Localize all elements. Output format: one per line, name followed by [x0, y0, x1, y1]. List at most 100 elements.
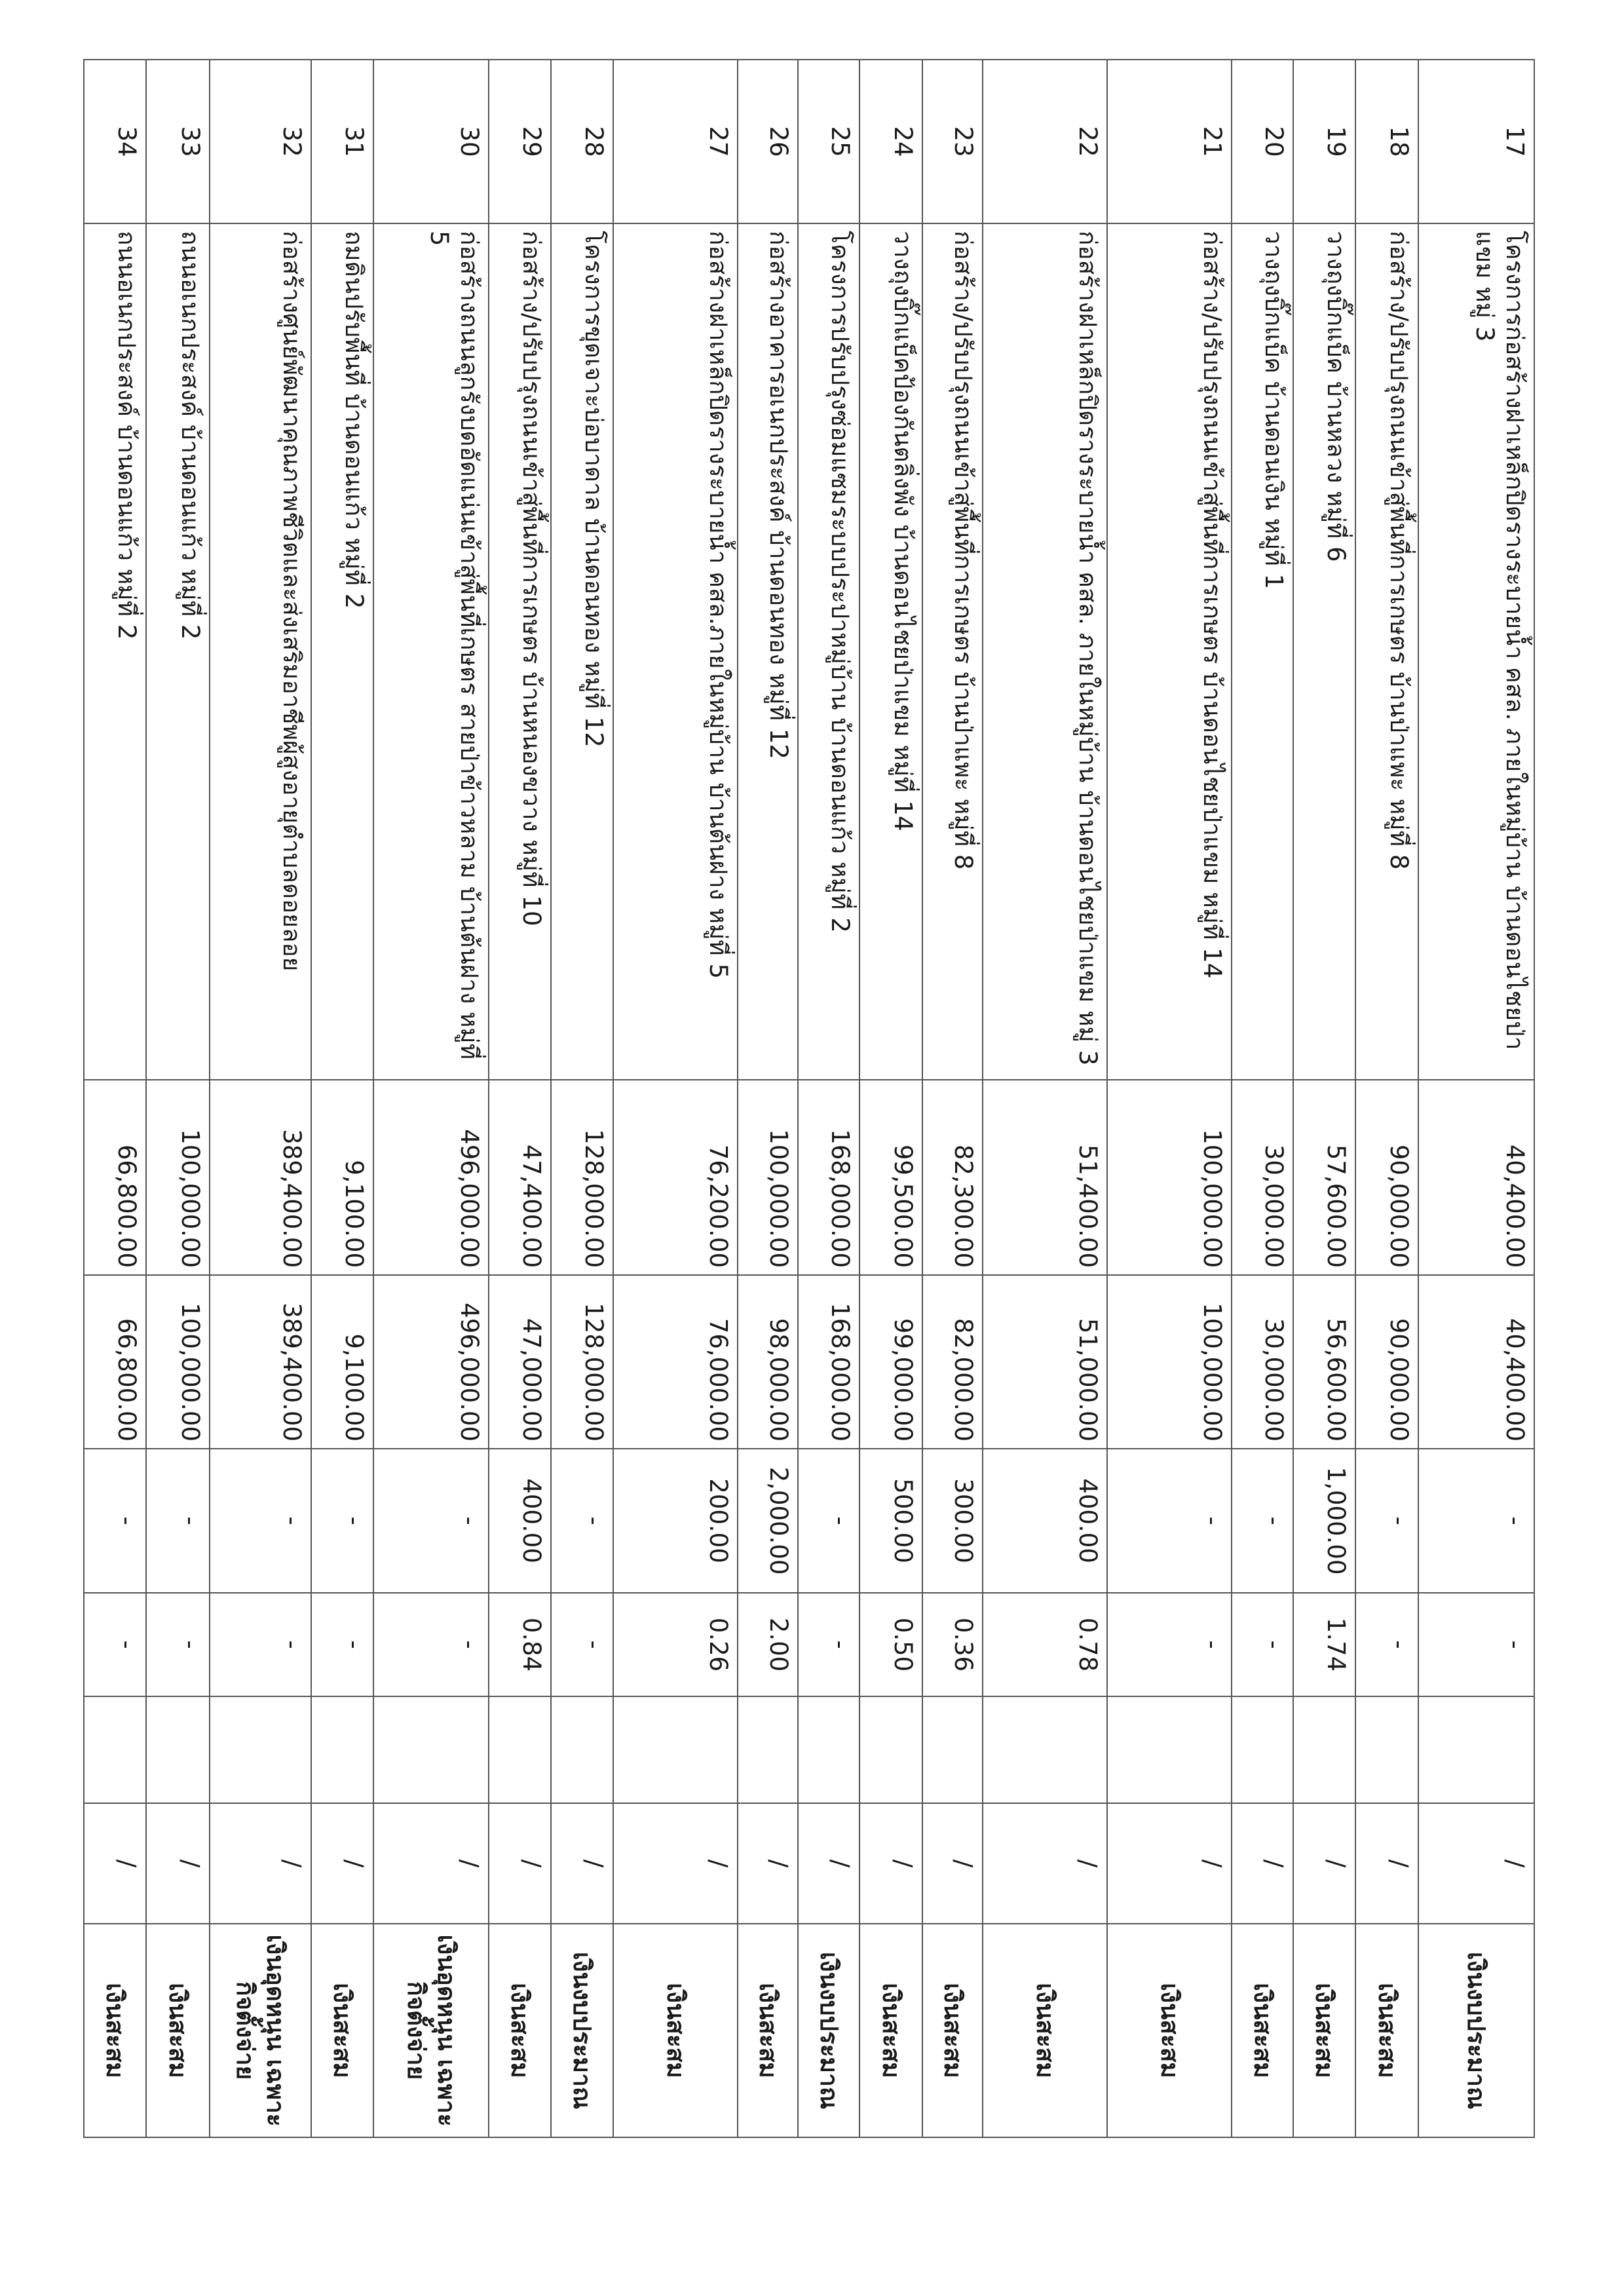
savings-percent: -: [551, 1593, 613, 1696]
table-row: 33 ถนนอเนกประสงค์ บ้านดอนแก้ว หมู่ที่ 2 10…: [146, 60, 210, 2137]
contract-amount: 99,000.00: [859, 1275, 922, 1449]
funding-source: เงินสะสม: [1293, 1924, 1355, 2137]
project-name: ถมดินปรับพื้นที่ บ้านดอนแก้ว หมู่ที่ 2: [311, 223, 373, 1080]
project-name: ก่อสร้าง/ปรับปรุงถนนเข้าสู่พื้นที่การเกษ…: [1107, 223, 1232, 1080]
table-row: 17 โครงการก่อสร้างฝาเหล็กปิดรางระบายน้ำ ค…: [1418, 60, 1534, 2137]
contract-amount: 56,600.00: [1293, 1275, 1355, 1449]
check-mark: /: [738, 1803, 798, 1924]
row-number: 22: [983, 60, 1107, 223]
project-table: 17 โครงการก่อสร้างฝาเหล็กปิดรางระบายน้ำ ค…: [83, 59, 1535, 2138]
check-mark: /: [489, 1803, 551, 1924]
funding-source: เงินสะสม: [613, 1924, 738, 2137]
row-number: 33: [146, 60, 210, 223]
funding-source: เงินสะสม: [1107, 1924, 1232, 2137]
table-row: 20 วางถุงบิ๊กแบ็ค บ้านดอนเงิน หมู่ที่ 1 30…: [1232, 60, 1293, 2137]
row-number: 32: [210, 60, 311, 223]
table-row: 21 ก่อสร้าง/ปรับปรุงถนนเข้าสู่พื้นที่การเ…: [1107, 60, 1232, 2137]
funding-source: เงินสะสม: [738, 1924, 798, 2137]
contract-amount: 66,800.00: [84, 1275, 146, 1449]
rotated-document-page: 17 โครงการก่อสร้างฝาเหล็กปิดรางระบายน้ำ ค…: [83, 59, 1535, 2137]
savings-percent: 0.50: [859, 1593, 922, 1696]
check-mark: /: [798, 1803, 859, 1924]
blank-cell: [84, 1696, 146, 1803]
contract-amount: 98,000.00: [738, 1275, 798, 1449]
budget-amount: 90,000.00: [1355, 1080, 1418, 1275]
row-number: 29: [489, 60, 551, 223]
blank-cell: [738, 1696, 798, 1803]
savings-percent: -: [84, 1593, 146, 1696]
savings-amount: 300.00: [922, 1449, 983, 1593]
blank-cell: [1418, 1696, 1534, 1803]
blank-cell: [1293, 1696, 1355, 1803]
savings-amount: -: [311, 1449, 373, 1593]
blank-cell: [373, 1696, 489, 1803]
savings-percent: -: [146, 1593, 210, 1696]
project-name: โครงการก่อสร้างฝาเหล็กปิดรางระบายน้ำ คสล…: [1418, 223, 1534, 1080]
funding-source: เงินอุดหนุน เฉพาะกิจตั้งจ่าย: [210, 1924, 311, 2137]
savings-percent: 0.36: [922, 1593, 983, 1696]
project-name: วางถุงบิ๊กแบ็ค บ้านหลวง หมู่ที่ 6: [1293, 223, 1355, 1080]
project-name: ก่อสร้าง/ปรับปรุงถนนเข้าสู่พื้นที่การเกษ…: [922, 223, 983, 1080]
savings-percent: -: [798, 1593, 859, 1696]
table-row: 34 ถนนอเนกประสงค์ บ้านดอนแก้ว หมู่ที่ 2 66…: [84, 60, 146, 2137]
contract-amount: 40,400.00: [1418, 1275, 1534, 1449]
budget-amount: 100,000.00: [146, 1080, 210, 1275]
funding-source: เงินอุดหนุน เฉพาะกิจตั้งจ่าย: [373, 1924, 489, 2137]
savings-percent: 1.74: [1293, 1593, 1355, 1696]
budget-amount: 496,000.00: [373, 1080, 489, 1275]
savings-percent: -: [1418, 1593, 1534, 1696]
funding-source: เงินงบประมาณ: [551, 1924, 613, 2137]
table-row: 30 ก่อสร้างถนนลูกรังบดอัดแน่นเข้าสู่พื้นท…: [373, 60, 489, 2137]
check-mark: /: [210, 1803, 311, 1924]
savings-percent: 0.84: [489, 1593, 551, 1696]
check-mark: /: [311, 1803, 373, 1924]
savings-percent: -: [373, 1593, 489, 1696]
budget-amount: 40,400.00: [1418, 1080, 1534, 1275]
check-mark: /: [983, 1803, 1107, 1924]
project-name: ก่อสร้างถนนลูกรังบดอัดแน่นเข้าสู่พื้นที่…: [373, 223, 489, 1080]
budget-amount: 82,300.00: [922, 1080, 983, 1275]
savings-amount: -: [798, 1449, 859, 1593]
blank-cell: [922, 1696, 983, 1803]
savings-percent: 0.26: [613, 1593, 738, 1696]
savings-percent: 0.78: [983, 1593, 1107, 1696]
blank-cell: [859, 1696, 922, 1803]
budget-amount: 66,800.00: [84, 1080, 146, 1275]
project-name: วางถุงบิ๊กแบ็ค บ้านดอนเงิน หมู่ที่ 1: [1232, 223, 1293, 1080]
funding-source: เงินสะสม: [859, 1924, 922, 2137]
contract-amount: 100,000.00: [146, 1275, 210, 1449]
table-row: 29 ก่อสร้าง/ปรับปรุงถนนเข้าสู่พื้นที่การเ…: [489, 60, 551, 2137]
row-number: 21: [1107, 60, 1232, 223]
contract-amount: 30,000.00: [1232, 1275, 1293, 1449]
budget-amount: 99,500.00: [859, 1080, 922, 1275]
savings-percent: -: [1232, 1593, 1293, 1696]
row-number: 28: [551, 60, 613, 223]
check-mark: /: [922, 1803, 983, 1924]
contract-amount: 82,000.00: [922, 1275, 983, 1449]
funding-source: เงินสะสม: [146, 1924, 210, 2137]
project-name: ก่อสร้างอาคารอเนกประสงค์ บ้านดอนทอง หมู่…: [738, 223, 798, 1080]
check-mark: /: [1107, 1803, 1232, 1924]
row-number: 30: [373, 60, 489, 223]
funding-source: เงินสะสม: [922, 1924, 983, 2137]
budget-amount: 100,000.00: [1107, 1080, 1232, 1275]
project-name: ถนนอเนกประสงค์ บ้านดอนแก้ว หมู่ที่ 2: [84, 223, 146, 1080]
blank-cell: [146, 1696, 210, 1803]
blank-cell: [551, 1696, 613, 1803]
blank-cell: [983, 1696, 1107, 1803]
row-number: 25: [798, 60, 859, 223]
savings-amount: 400.00: [489, 1449, 551, 1593]
savings-amount: 2,000.00: [738, 1449, 798, 1593]
contract-amount: 100,000.00: [1107, 1275, 1232, 1449]
contract-amount: 90,000.00: [1355, 1275, 1418, 1449]
savings-amount: -: [551, 1449, 613, 1593]
table-row: 31 ถมดินปรับพื้นที่ บ้านดอนแก้ว หมู่ที่ 2…: [311, 60, 373, 2137]
project-name: โครงการขุดเจาะบ่อบาดาล บ้านดอนทอง หมู่ที…: [551, 223, 613, 1080]
savings-amount: -: [1418, 1449, 1534, 1593]
funding-source: เงินสะสม: [1232, 1924, 1293, 2137]
savings-amount: -: [373, 1449, 489, 1593]
check-mark: /: [373, 1803, 489, 1924]
table-row: 22 ก่อสร้างฝาเหล็กปิดรางระบายน้ำ คสล. ภาย…: [983, 60, 1107, 2137]
contract-amount: 51,000.00: [983, 1275, 1107, 1449]
blank-cell: [1232, 1696, 1293, 1803]
